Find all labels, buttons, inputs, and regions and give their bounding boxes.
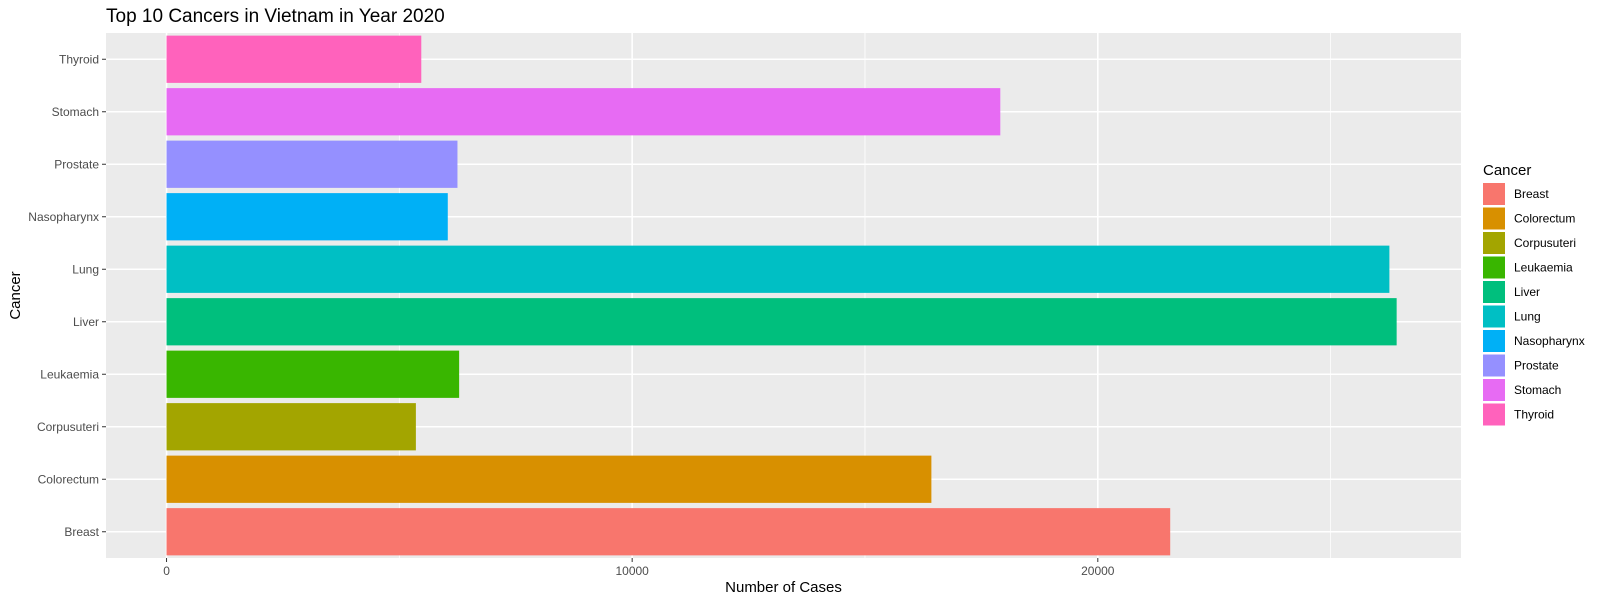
bar-nasopharynx — [166, 193, 448, 241]
x-tick-label: 0 — [163, 564, 170, 578]
y-tick-label: Nasopharynx — [28, 210, 99, 224]
y-tick-label: Liver — [73, 315, 99, 329]
legend-key-colorectum — [1483, 207, 1505, 230]
legend-label: Thyroid — [1514, 408, 1554, 422]
legend-label: Nasopharynx — [1514, 334, 1585, 348]
bar-corpusuteri — [166, 403, 416, 451]
x-tick-label: 10000 — [615, 564, 649, 578]
y-axis: Breast Colorectum Corpusuteri Leukaemia Live… — [28, 52, 106, 539]
legend-label: Colorectum — [1514, 212, 1575, 226]
bar-leukaemia — [166, 350, 460, 398]
legend-label: Breast — [1514, 187, 1549, 201]
bar-liver — [166, 298, 1397, 346]
legend-key-corpusuteri — [1483, 232, 1505, 254]
bar-thyroid — [166, 35, 422, 83]
legend-key-breast — [1483, 183, 1505, 205]
y-tick-label: Prostate — [54, 157, 99, 171]
y-tick-label: Stomach — [52, 105, 99, 119]
legend-label: Liver — [1514, 285, 1540, 299]
bar-stomach — [166, 88, 1001, 136]
y-tick-label: Breast — [64, 525, 99, 539]
x-tick-label: 20000 — [1081, 564, 1115, 578]
x-axis-title: Number of Cases — [725, 579, 842, 596]
chart-title: Top 10 Cancers in Vietnam in Year 2020 — [106, 6, 445, 27]
y-tick-label: Corpusuteri — [37, 420, 99, 434]
x-axis: 0 10000 20000 — [163, 558, 1115, 578]
bar-breast — [166, 508, 1171, 556]
y-tick-label: Colorectum — [38, 472, 99, 486]
legend-title: Cancer — [1483, 162, 1531, 179]
bar-colorectum — [166, 455, 932, 503]
legend-key-stomach — [1483, 379, 1505, 401]
legend-key-nasopharynx — [1483, 330, 1505, 352]
legend-label: Stomach — [1514, 383, 1561, 397]
legend-label: Lung — [1514, 310, 1541, 324]
bars — [166, 35, 1397, 556]
legend-items: Breast Colorectum Corpusuteri Leukaemia Live… — [1483, 183, 1585, 426]
legend-key-thyroid — [1483, 403, 1505, 426]
legend-label: Leukaemia — [1514, 261, 1573, 275]
y-tick-label: Lung — [72, 262, 99, 276]
legend: Cancer Breast Colorectum Corpusuteri Leukae… — [1483, 162, 1585, 426]
y-tick-label: Leukaemia — [40, 367, 99, 381]
bar-lung — [166, 245, 1390, 293]
bar-prostate — [166, 140, 458, 188]
y-tick-label: Thyroid — [59, 52, 99, 66]
legend-key-prostate — [1483, 354, 1505, 377]
legend-label: Prostate — [1514, 359, 1559, 373]
y-axis-title: Cancer — [7, 271, 24, 319]
legend-key-lung — [1483, 305, 1505, 328]
legend-key-leukaemia — [1483, 256, 1505, 279]
legend-key-liver — [1483, 281, 1505, 303]
legend-label: Corpusuteri — [1514, 236, 1576, 250]
